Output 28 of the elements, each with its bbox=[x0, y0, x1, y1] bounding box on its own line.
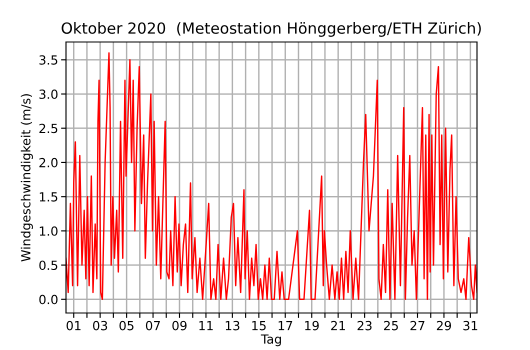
x-axis-title: Tag bbox=[260, 334, 281, 346]
x-tick-label: 21 bbox=[331, 320, 345, 330]
line-series bbox=[66, 52, 477, 300]
chart-title: Oktober 2020 (Meteostation Hönggerberg/ETH Zürich) bbox=[62, 22, 481, 37]
x-tick-label: 05 bbox=[119, 320, 134, 330]
y-tick-label: 2.0 bbox=[39, 158, 58, 168]
x-tick-label: 07 bbox=[146, 320, 160, 330]
y-tick-label: 2.5 bbox=[39, 124, 58, 134]
y-tick-label: 0.5 bbox=[39, 260, 58, 270]
y-tick-label: 1.5 bbox=[40, 192, 58, 202]
x-tick-label: 27 bbox=[410, 320, 424, 330]
x-tick-label: 15 bbox=[252, 321, 266, 330]
y-tick-label: 0.0 bbox=[39, 294, 58, 304]
y-tick-label: 3.5 bbox=[39, 55, 58, 65]
x-tick-label: 25 bbox=[384, 320, 398, 330]
y-tick-label: 3.0 bbox=[39, 89, 58, 99]
x-tick-label: 01 bbox=[66, 320, 81, 330]
y-axis-title: Windgeschwindigkeit (m/s) bbox=[20, 94, 33, 262]
x-tick-label: 11 bbox=[199, 321, 213, 330]
x-tick-label: 03 bbox=[93, 320, 108, 330]
x-tick-label: 17 bbox=[278, 321, 292, 330]
x-tick-label: 19 bbox=[305, 320, 319, 330]
x-tick-label: 23 bbox=[358, 320, 372, 330]
x-tick-label: 29 bbox=[436, 320, 452, 330]
x-tick-label: 09 bbox=[172, 320, 187, 330]
x-tick-label: 31 bbox=[463, 320, 478, 330]
x-tick-label: 13 bbox=[226, 320, 240, 330]
y-tick-label: 1.0 bbox=[40, 226, 58, 236]
